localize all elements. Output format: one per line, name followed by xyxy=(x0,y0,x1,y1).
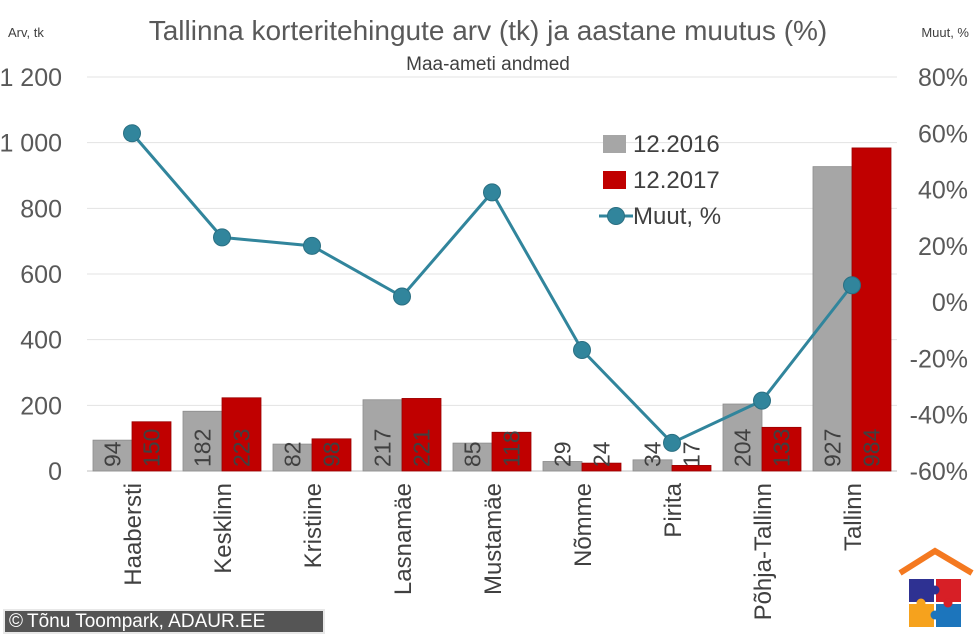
y-tick-label: 1 200 xyxy=(0,64,62,92)
bar-12.2016 xyxy=(812,166,853,472)
bar-12.2016 xyxy=(182,410,223,472)
bar-value-label: 182 xyxy=(190,429,216,467)
bar-value-label: 29 xyxy=(550,441,576,467)
x-tick-label: Nõmme xyxy=(570,483,597,567)
y2-tick-label: -40% xyxy=(910,402,968,430)
bars xyxy=(92,147,892,472)
legend-label: 12.2016 xyxy=(633,131,720,158)
line-point xyxy=(663,433,681,452)
y2-tick-label: -60% xyxy=(910,458,968,486)
bar-12.2016 xyxy=(92,439,133,472)
y-tick-label: 1 000 xyxy=(0,130,62,158)
legend-label: Muut, % xyxy=(633,203,721,230)
x-tick-label: Kristiine xyxy=(300,483,327,568)
y2-tick-label: 80% xyxy=(918,64,968,92)
bar-12.2017 xyxy=(401,398,442,472)
y2-tick-label: 40% xyxy=(918,177,968,205)
logo-knob xyxy=(943,598,953,608)
chart-subtitle: Maa-ameti andmed xyxy=(406,54,570,75)
line-point xyxy=(303,236,321,255)
y-tick-label: 400 xyxy=(20,327,62,355)
legend-swatch xyxy=(603,171,626,189)
bar-12.2016 xyxy=(452,442,493,472)
y2-tick-label: 20% xyxy=(918,233,968,261)
legend-swatch xyxy=(603,135,626,153)
x-tick-label: Haabersti xyxy=(120,483,147,586)
logo-knob xyxy=(930,610,940,620)
logo-piece xyxy=(909,579,934,602)
line-point xyxy=(843,276,861,295)
legend-label: 12.2017 xyxy=(633,167,720,194)
logo-knob xyxy=(930,585,940,595)
line-point xyxy=(393,287,411,306)
logo-piece xyxy=(936,604,961,627)
legend: 12.2016 12.2017 Muut, % xyxy=(599,131,721,230)
chart-title: Tallinna korteritehingute arv (tk) ja aa… xyxy=(149,15,828,46)
bar-value-label: 221 xyxy=(409,429,435,467)
y-tick-label: 0 xyxy=(48,458,62,486)
bar-12.2017 xyxy=(221,397,262,472)
bar-value-label: 85 xyxy=(460,441,486,467)
y2-tick-label: 60% xyxy=(918,120,968,148)
y-tick-label: 600 xyxy=(20,261,62,289)
legend-line-marker xyxy=(607,207,625,225)
line-point xyxy=(123,124,141,143)
credit-badge: © Tõnu Toompark, ADAUR.EE xyxy=(3,609,325,634)
bar-value-label: 82 xyxy=(280,441,306,467)
bar-value-label: 17 xyxy=(679,441,705,467)
change-line xyxy=(123,124,861,452)
logo-roof xyxy=(898,547,974,576)
bar-12.2017 xyxy=(851,147,892,472)
y-axis-label: Arv, tk xyxy=(8,25,44,40)
bar-value-label: 94 xyxy=(100,441,126,467)
line-point xyxy=(753,391,771,410)
x-tick-label: Lasnamäe xyxy=(390,483,417,595)
x-tick-label: Mustamäe xyxy=(480,483,507,595)
bar-12.2017 xyxy=(311,438,352,472)
y2-tick-label: 0% xyxy=(932,289,968,317)
labels: Tallinna korteritehingute arv (tk) ja aa… xyxy=(8,15,969,620)
logo-knob xyxy=(916,598,926,608)
bar-12.2017 xyxy=(671,465,712,472)
y2-axis-label: Muut, % xyxy=(921,25,969,40)
bar-value-label: 24 xyxy=(589,441,615,467)
bar-12.2017 xyxy=(581,462,622,472)
x-tick-label: Pirita xyxy=(660,482,687,537)
line-point xyxy=(483,183,501,202)
x-tick-label: Kesklinn xyxy=(210,483,237,574)
logo-piece xyxy=(936,579,961,602)
credit-text: Tõnu Toompark, ADAUR.EE xyxy=(27,611,266,632)
axis-ticks: 0 200 400 600 800 1 000 1 200 -60% -40% -20% 0% 20%… xyxy=(0,64,968,486)
bar-value-label: 204 xyxy=(730,428,756,467)
line-series xyxy=(130,132,854,445)
bar-12.2017 xyxy=(761,426,802,472)
bar-12.2016 xyxy=(272,443,313,472)
bar-value-label: 217 xyxy=(370,429,396,467)
bar-value-label: 927 xyxy=(820,429,846,467)
bar-value-label: 34 xyxy=(640,441,666,467)
bar-value-label: 223 xyxy=(229,429,255,467)
y-tick-label: 200 xyxy=(20,392,62,420)
copyright-symbol: © xyxy=(9,611,23,632)
house-puzzle-logo xyxy=(898,547,974,627)
x-tick-label: Tallinn xyxy=(840,483,867,551)
y-tick-label: 800 xyxy=(20,195,62,223)
bar-12.2017 xyxy=(491,431,532,472)
bar-value-label: 984 xyxy=(859,428,885,467)
bar-value-label: 118 xyxy=(499,430,525,467)
bar-12.2017 xyxy=(131,421,172,472)
bar-value-label: 133 xyxy=(769,429,795,467)
y2-tick-label: -20% xyxy=(910,345,968,373)
bar-value-label: 150 xyxy=(139,429,165,467)
line-point xyxy=(573,340,591,359)
bar-value-label: 98 xyxy=(319,441,345,467)
line-point xyxy=(213,228,231,247)
x-tick-label: Põhja-Tallinn xyxy=(750,483,777,620)
logo-piece xyxy=(909,604,934,627)
